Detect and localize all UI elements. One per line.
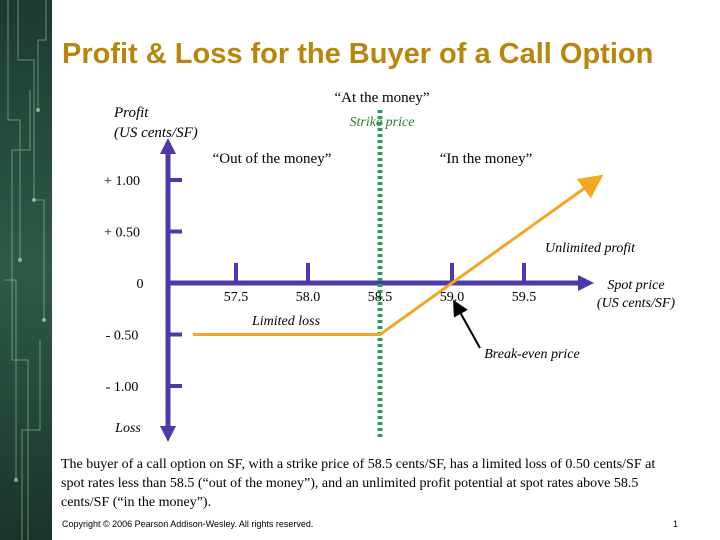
x-tick-label: 59.0 bbox=[440, 290, 465, 305]
x-tick-label: 58.5 bbox=[368, 290, 393, 305]
y-axis-bottom-arrow bbox=[160, 426, 176, 442]
x-axis-title: (US cents/SF) bbox=[597, 296, 675, 311]
chart-marks bbox=[192, 110, 604, 440]
x-axis-title: Spot price bbox=[607, 278, 664, 293]
unlimited-profit-label: Unlimited profit bbox=[545, 241, 636, 256]
in-the-money-label: “In the money” bbox=[440, 151, 532, 167]
page-number: 1 bbox=[673, 519, 679, 529]
circuit-board-decoration bbox=[0, 0, 52, 540]
break-even-arrow bbox=[453, 299, 481, 349]
loss-label: Loss bbox=[114, 421, 141, 436]
y-axis-top-arrow bbox=[160, 138, 176, 154]
at-the-money-label: “At the money” bbox=[335, 90, 430, 106]
break-even-label: Break-even price bbox=[484, 347, 579, 362]
y-tick-label: + 0.50 bbox=[104, 226, 140, 241]
x-tick-label: 57.5 bbox=[224, 290, 249, 305]
axes bbox=[160, 138, 594, 442]
strike-price-label: Strike price bbox=[350, 115, 415, 130]
y-tick-label: - 0.50 bbox=[106, 329, 139, 344]
y-axis-title: (US cents/SF) bbox=[114, 125, 198, 141]
limited-loss-label: Limited loss bbox=[251, 314, 321, 329]
y-tick-label: - 1.00 bbox=[106, 380, 139, 395]
out-of-the-money-label: “Out of the money” bbox=[213, 151, 332, 167]
x-tick-label: 58.0 bbox=[296, 290, 321, 305]
y-tick-label: 0 bbox=[137, 277, 144, 292]
slide-title: Profit & Loss for the Buyer of a Call Op… bbox=[62, 38, 654, 70]
y-axis-title: Profit bbox=[113, 105, 149, 121]
copyright-notice: Copyright © 2006 Pearson Addison-Wesley.… bbox=[62, 519, 314, 529]
chart-labels: + 1.00 + 0.50 0 - 0.50 - 1.00 57.5 58.0 58.5 59.… bbox=[104, 90, 675, 436]
payoff-line bbox=[192, 174, 604, 336]
x-tick-label: 59.5 bbox=[512, 290, 537, 305]
caption: The buyer of a call option on SF, with a… bbox=[61, 457, 656, 510]
y-tick-label: + 1.00 bbox=[104, 174, 140, 189]
x-axis-arrow bbox=[578, 275, 594, 291]
